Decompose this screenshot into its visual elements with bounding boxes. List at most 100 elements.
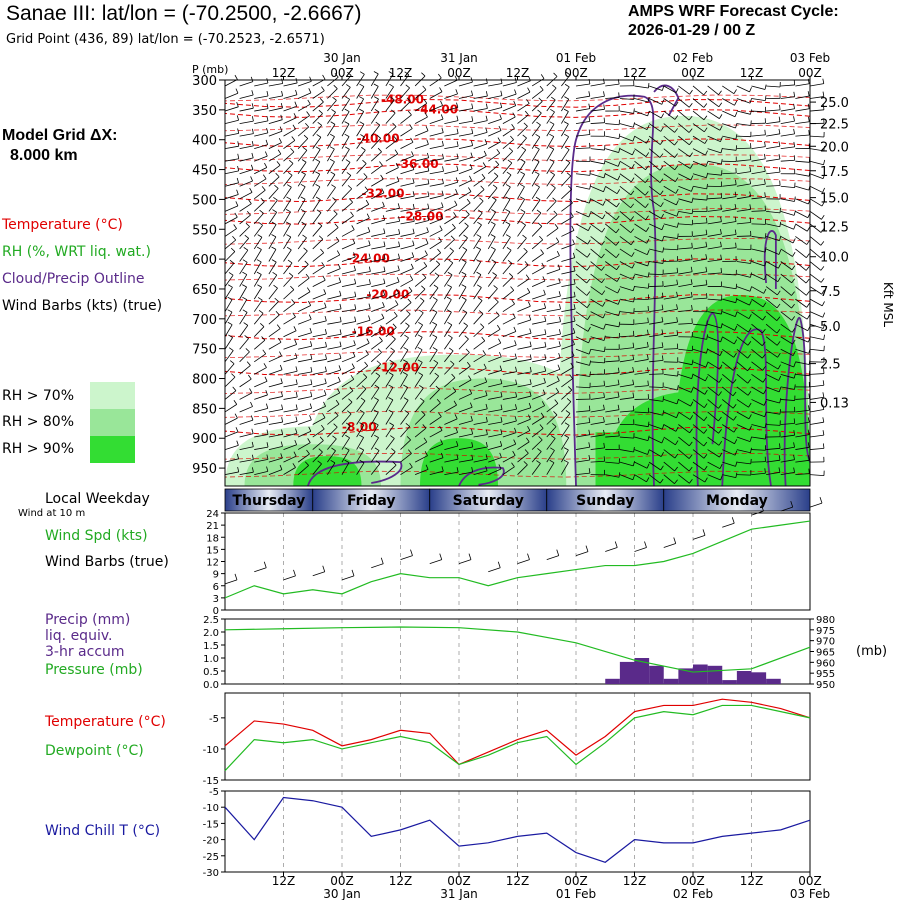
wind-barb	[341, 449, 350, 463]
wind-barb-flag	[523, 461, 528, 466]
wind-barb	[648, 135, 661, 145]
wind-barb-flag	[807, 429, 810, 435]
wind-barb-flag	[528, 414, 531, 420]
wind-barb	[722, 234, 737, 237]
wind-barb	[385, 412, 394, 425]
wind-barb	[795, 95, 810, 99]
wind-barb-flag	[703, 454, 708, 459]
wind-barb-flag	[777, 290, 781, 296]
wind-barb	[488, 107, 502, 112]
wind-barb-flag	[492, 184, 498, 189]
wind-barb	[341, 215, 354, 225]
wind-barb	[312, 279, 326, 287]
wind-barb-flag	[806, 226, 811, 232]
wind-barb-flag	[750, 109, 752, 115]
wind-barb	[590, 434, 605, 438]
wind-barb-flag	[676, 222, 679, 228]
wind-barb-flag	[549, 459, 555, 464]
wind-barb	[312, 293, 326, 300]
wind-barb-flag	[485, 403, 488, 409]
wind-barb	[561, 296, 576, 300]
wind-barb-flag	[242, 284, 247, 288]
model-grid-label: Model Grid ΔX: 8.000 km	[2, 126, 118, 166]
wind-barb-flag	[300, 209, 306, 213]
wind-barb-flag	[793, 442, 795, 448]
wind-barb	[327, 281, 341, 287]
wind-barb	[707, 221, 722, 225]
wind-barb	[458, 365, 471, 375]
wind-barb	[531, 266, 545, 275]
wind-barb	[385, 139, 398, 149]
wind-barb	[517, 91, 531, 99]
wind-barb-flag	[405, 84, 410, 89]
wind-barb	[312, 149, 321, 162]
wind-barb	[692, 135, 706, 144]
wind-barb	[561, 332, 575, 338]
wind-barb-flag	[539, 424, 544, 429]
wind-barb	[356, 217, 370, 225]
wind-barb-flag	[550, 108, 555, 113]
wind-barb-flag	[689, 428, 693, 434]
wind-barb-flag	[266, 442, 269, 448]
wind-barb	[531, 439, 543, 450]
wind-barb-flag	[520, 171, 525, 175]
wind-barb-flag	[466, 198, 471, 204]
wind-barb	[224, 216, 238, 225]
pressure-tick-label: 400	[192, 134, 217, 149]
wind-barb-flag	[455, 177, 459, 183]
wind-barb-flag	[515, 404, 517, 410]
wind-barb	[809, 96, 824, 99]
surface-wind-barb-flag	[556, 549, 560, 556]
wind-barb-flag	[676, 211, 679, 217]
wind-barb	[488, 396, 503, 400]
wind-barb	[312, 266, 325, 275]
wind-barb-flag	[295, 428, 298, 434]
surface-wind-barb-flag	[673, 537, 677, 544]
wind-barb-flag	[511, 462, 515, 468]
wind-tick-label: 3	[213, 594, 219, 605]
wind-barb-flag	[761, 341, 766, 346]
bottom-time-label: 12Z	[272, 874, 296, 888]
wind-barb-flag	[329, 133, 335, 137]
wind-barb	[648, 198, 661, 208]
wind-barb-flag	[778, 116, 781, 122]
wind-barb	[414, 312, 424, 325]
wind-barb	[458, 261, 467, 275]
wind-barb-flag	[322, 275, 326, 281]
wind-barb	[648, 173, 661, 183]
wind-barb	[444, 363, 455, 375]
wind-barb-flag	[617, 392, 620, 398]
wind-barb	[400, 101, 411, 112]
wind-barb-flag	[264, 151, 268, 157]
wind-barb-flag	[329, 146, 335, 150]
wind-barb-flag	[630, 216, 635, 221]
wind-barb	[385, 86, 394, 99]
wind-barb-flag	[588, 116, 591, 122]
wind-barb	[619, 410, 634, 413]
wind-barb	[678, 386, 692, 393]
wind-barb	[224, 287, 233, 300]
wind-barb-flag	[631, 263, 635, 269]
wind-barb	[239, 392, 253, 400]
wind-barb	[239, 180, 253, 187]
wind-barb-flag	[257, 234, 263, 238]
wind-barb	[795, 286, 807, 296]
surface-wind-barb-flag	[468, 553, 472, 560]
wind-barb	[224, 390, 237, 400]
wind-barb-flag	[821, 201, 825, 207]
wind-barb-flag	[346, 84, 351, 88]
wind-barb	[239, 406, 253, 413]
legend-rh: RH (%, WRT liq. wat.)	[2, 244, 151, 260]
wind-barb-flag	[227, 296, 233, 300]
wind-barb-flag	[461, 259, 467, 263]
wind-barb-flag	[315, 171, 320, 175]
wind-barb-flag	[484, 377, 488, 383]
wind-barb	[312, 186, 321, 200]
grid-point-label: Grid Point (436, 89) lat/lon = (-70.2523…	[6, 32, 325, 47]
wind-barb-flag	[433, 284, 439, 289]
wind-barb-flag	[276, 161, 281, 166]
wind-barb-flag	[425, 238, 429, 244]
wind-barb	[268, 130, 283, 137]
wind-barb-flag	[261, 336, 266, 341]
wind-barb	[605, 474, 620, 478]
